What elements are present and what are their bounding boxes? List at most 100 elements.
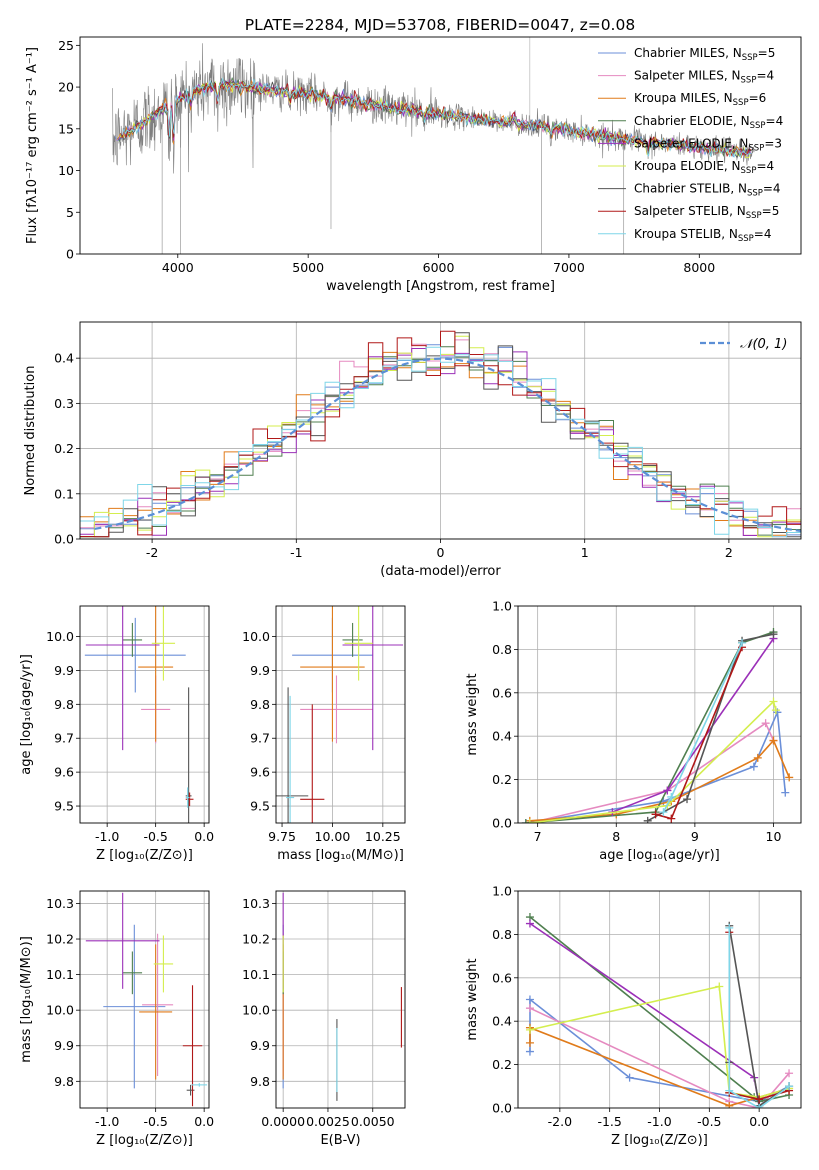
- weight_vs_Z-ytick-label-1: 0.2: [492, 1057, 512, 1072]
- weight_vs_age-marker-2-3: [753, 753, 762, 762]
- age_vs_mass-ytick-label-5: 10.0: [242, 629, 270, 644]
- weight_vs_age-plot-area: [518, 606, 801, 823]
- residuals-ytick-label-4: 0.4: [54, 351, 74, 366]
- weight_vs_Z-marker-8-0: [725, 923, 734, 932]
- weight_vs_age-series-2: [529, 739, 790, 822]
- age_vs_Z-ytick-label-3: 9.8: [54, 697, 74, 712]
- age_vs_mass-frame: [275, 605, 406, 824]
- weight_vs_age-marker-2-5: [785, 773, 794, 782]
- weight_vs_age-marker-8-2: [738, 638, 747, 647]
- spectrum-legend-sub-6: SSP: [747, 189, 763, 199]
- spectrum-legend-label-4: Salpeter ELODIE, N: [634, 136, 748, 150]
- mass_vs_Z-ytick-label-1: 9.9: [54, 1038, 74, 1053]
- spectrum-frame: [79, 36, 802, 255]
- age_vs_Z-ytick-label-0: 9.5: [54, 799, 74, 814]
- spectrum-legend-sub-7: SSP: [746, 211, 762, 221]
- age_vs_mass-xlabel: mass [log₁₀(M/M⊙)]: [277, 848, 404, 863]
- mass_vs_EBV-ytick-label-1: 9.9: [250, 1038, 270, 1053]
- spectrum-legend-entry-6: Chabrier STELIB, NSSP=4: [634, 182, 781, 199]
- residuals-frame: [79, 321, 802, 540]
- weight_vs_age-xtick-label-3: 10: [766, 829, 782, 844]
- weight_vs_Z-marker-1-0: [525, 1004, 534, 1013]
- weight_vs_age-marker-5-0: [525, 819, 534, 823]
- age_vs_Z-ylabel: age [log₁₀(age/yr)]: [19, 654, 34, 775]
- spectrum-legend-label-7: Salpeter STELIB, N: [634, 204, 746, 218]
- weight_vs_age-xlabel: age [log₁₀(age/yr)]: [599, 848, 720, 863]
- spectrum-legend-count-6: =4: [763, 182, 781, 196]
- weight_vs_Z-ytick-label-3: 0.6: [492, 970, 512, 985]
- spectrum-legend-count-2: =6: [749, 91, 767, 105]
- age_vs_mass-xtick-label-0: 9.75: [268, 829, 296, 844]
- weight_vs_age-marker-1-2: [761, 719, 770, 728]
- spectrum-xlabel: wavelength [Angstrom, rest frame]: [326, 279, 555, 294]
- spectrum-legend-label-0: Chabrier MILES, N: [634, 46, 742, 60]
- weight_vs_age-ytick-label-2: 0.4: [492, 729, 512, 744]
- spectrum-legend-count-0: =5: [758, 46, 776, 60]
- weight_vs_Z-marker-5-1: [715, 982, 724, 991]
- mass_vs_EBV-frame: [275, 890, 406, 1109]
- mass_vs_EBV-xtick-label-1: 0.0025: [306, 1114, 350, 1129]
- weight_vs_Z-marker-5-0: [525, 1025, 534, 1034]
- spectrum-legend-entry-5: Kroupa ELODIE, NSSP=4: [634, 159, 774, 176]
- spectrum-ylabel: Flux [fλ10⁻¹⁷ erg cm⁻² s⁻¹ A⁻¹]: [25, 47, 40, 244]
- weight_vs_Z-marker-2-2: [725, 1101, 734, 1108]
- spectrum-legend-count-4: =3: [764, 136, 782, 150]
- age_vs_Z-ytick-label-2: 9.7: [54, 731, 74, 746]
- mass_vs_Z-xlabel: Z [log₁₀(Z/Z⊙)]: [96, 1133, 193, 1148]
- weight_vs_Z-plot-area: [518, 891, 801, 1108]
- weight_vs_age-marker-7-1: [667, 814, 676, 823]
- spectrum-legend-count-5: =4: [756, 159, 774, 173]
- spectrum-legend-label-5: Kroupa ELODIE, N: [634, 159, 741, 173]
- weight_vs_age-marker-8-0: [659, 808, 668, 817]
- weight_vs_Z-frame: [517, 890, 802, 1109]
- residuals-ylabel: Normed distribution: [23, 366, 38, 496]
- spectrum-xtick-label-4: 8000: [683, 260, 715, 275]
- weight_vs_Z-xlabel: Z [log₁₀(Z/Z⊙)]: [611, 1133, 708, 1148]
- weight_vs_age-ytick-label-3: 0.6: [492, 685, 512, 700]
- age_vs_Z-ytick-label-5: 10.0: [46, 629, 74, 644]
- spectrum-ytick-label-2: 10: [58, 163, 74, 178]
- weight_vs_Z-series-8: [728, 927, 790, 1108]
- weight_vs_age-marker-8-1: [667, 792, 676, 801]
- weight_vs_age-marker-6-0: [643, 816, 652, 823]
- mass_vs_Z-plot-area: [80, 891, 209, 1108]
- spectrum-xtick-label-0: 4000: [162, 260, 194, 275]
- age_vs_mass-xtick-label-2: 10.25: [365, 829, 401, 844]
- spectrum-ytick-label-3: 15: [58, 121, 74, 136]
- weight_vs_age-series-6: [647, 633, 774, 822]
- weight_vs_age-marker-2-4: [769, 736, 778, 745]
- spectrum-legend-count-3: =4: [766, 114, 784, 128]
- spectrum-legend-label-6: Chabrier STELIB, N: [634, 182, 747, 196]
- weight_vs_Z-marker-2-0: [525, 1038, 534, 1047]
- age_vs_Z-xtick-label-0: -1.0: [95, 829, 119, 844]
- residuals-xtick-label-2: 0: [437, 545, 445, 560]
- residuals-xtick-label-3: 1: [581, 545, 589, 560]
- mass_vs_Z-frame: [79, 890, 210, 1109]
- mass_vs_Z-ytick-label-5: 10.3: [46, 896, 74, 911]
- spectrum-legend-sub-5: SSP: [741, 166, 757, 176]
- weight_vs_age-marker-3-0: [521, 819, 530, 823]
- weight_vs_age-marker-5-3: [771, 706, 780, 715]
- weight_vs_Z-ytick-label-4: 0.8: [492, 927, 512, 942]
- age_vs_mass-ytick-label-0: 9.5: [250, 799, 270, 814]
- mass_vs_Z-ytick-label-3: 10.1: [46, 967, 74, 982]
- spectrum-xtick-label-3: 7000: [553, 260, 585, 275]
- age_vs_mass-ytick-label-3: 9.8: [250, 697, 270, 712]
- weight_vs_age-ytick-label-5: 1.0: [492, 599, 512, 614]
- spectrum-legend-sub-4: SSP: [748, 143, 764, 153]
- mass_vs_EBV-ytick-label-0: 9.8: [250, 1074, 270, 1089]
- weight_vs_Z-marker-7-2: [755, 1095, 764, 1104]
- spectrum-ytick-label-1: 5: [66, 205, 74, 220]
- weight_vs_Z-ylabel: mass weight: [465, 958, 480, 1040]
- weight_vs_age-marker-0-2: [749, 762, 758, 771]
- weight_vs_Z-xtick-label-0: -2.0: [548, 1114, 572, 1129]
- weight_vs_Z-xtick-label-1: -1.5: [597, 1114, 621, 1129]
- residuals-xtick-label-4: 2: [725, 545, 733, 560]
- age_vs_mass-ytick-label-4: 9.9: [250, 663, 270, 678]
- weight_vs_Z-ytick-label-0: 0.0: [492, 1101, 512, 1116]
- age_vs_mass-ytick-label-2: 9.7: [250, 731, 270, 746]
- spectrum-legend-count-1: =4: [756, 69, 774, 83]
- mass_vs_EBV-xlabel: E(B-V): [320, 1133, 360, 1148]
- spectrum-model-line-7: [121, 80, 751, 158]
- weight_vs_age-marker-6-3: [769, 630, 778, 639]
